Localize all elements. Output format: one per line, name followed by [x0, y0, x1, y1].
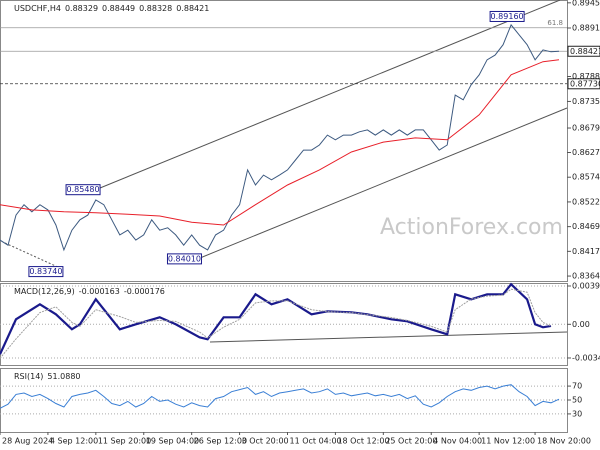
x-tick-label: 18 Oct 12:00 [337, 437, 389, 446]
annotation-box [166, 253, 202, 265]
y-tick-label: 0.87355 [572, 97, 600, 106]
y-tick-label: 50 [572, 396, 582, 405]
panel-header: RSI(14) 51.0880 [14, 372, 81, 381]
current_price-label: 0.88421 [570, 47, 600, 56]
annotation-label: 0.84010 [168, 254, 201, 263]
x-tick-label: 26 Sep 12:00 [194, 437, 247, 446]
x-tick-label: 28 Aug 2024 [2, 437, 53, 446]
x-tick-label: 11 Nov 12:00 [481, 437, 535, 446]
x-tick-label: 11 Oct 04:00 [289, 437, 341, 446]
annotation-box [28, 266, 64, 278]
header-value: 0.88329 [65, 4, 98, 13]
header-title: MACD(12,26,9) [14, 287, 75, 296]
channel-lower [199, 107, 568, 259]
y-tick-label: 0.84695 [572, 222, 600, 231]
header-value: 0.88421 [176, 4, 209, 13]
x-tick-label: 11 Sep 20:00 [98, 437, 151, 446]
x-tick-label: 25 Oct 20:00 [385, 437, 437, 446]
header-title: RSI(14) [14, 372, 43, 381]
annotation-label: 0.83740 [29, 267, 62, 276]
annotation-box [65, 184, 101, 196]
series-line [0, 282, 552, 355]
level-label: 0.87730 [570, 79, 600, 88]
x-tick-label: 3 Oct 20:00 [242, 437, 289, 446]
watermark: ActionForex.com [380, 215, 563, 240]
panel-header: MACD(12,26,9) -0.000163 -0.000176 [14, 287, 165, 296]
y-tick-label: 0.83645 [572, 272, 600, 281]
series-line [0, 384, 560, 409]
y-tick-label: 0.00 [572, 320, 590, 329]
series-line [0, 288, 552, 359]
y-tick-label: 0.85745 [572, 173, 600, 182]
series-line [0, 59, 560, 226]
series-line [0, 23, 560, 252]
annotation-box [489, 10, 525, 22]
header-value: 51.0880 [47, 372, 80, 381]
price-panel [0, 0, 568, 282]
channel-upper [99, 0, 561, 189]
y-tick-label: 0.87885 [572, 72, 600, 81]
y-tick-label: 0.003933 [572, 281, 600, 290]
x-tick-label: 4 Sep 12:00 [50, 437, 98, 446]
header-value: -0.000176 [124, 287, 165, 296]
x-tick-label: 19 Sep 04:00 [146, 437, 199, 446]
y-tick-label: 70 [572, 382, 582, 391]
fib-label: 61.8 [547, 19, 563, 27]
header-value: 0.88328 [139, 4, 172, 13]
panel-header: USDCHF,H4 0.88329 0.88449 0.88328 0.88421 [14, 4, 209, 13]
current_price-box [567, 45, 600, 57]
y-tick-label: 0.88915 [572, 24, 600, 33]
annotation-label: 0.89160 [491, 12, 524, 21]
header-value: 0.88449 [102, 4, 135, 13]
header-value: -0.000163 [79, 287, 120, 296]
level-box [567, 78, 600, 90]
macd-trend [209, 331, 568, 343]
y-tick-label: 30 [572, 409, 582, 418]
x-tick-label: 4 Nov 04:00 [433, 437, 482, 446]
y-tick-label: -0.003456 [572, 353, 600, 362]
x-tick-label: 18 Nov 20:00 [537, 437, 591, 446]
annotation-label: 0.85480 [67, 185, 100, 194]
header-title: USDCHF,H4 [14, 4, 61, 13]
